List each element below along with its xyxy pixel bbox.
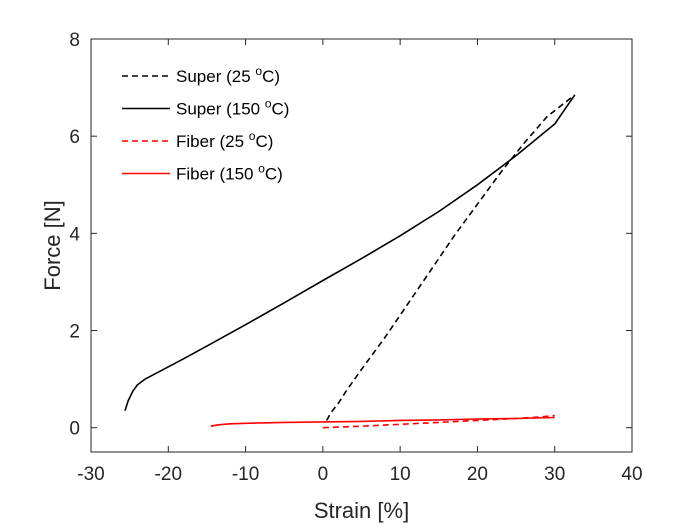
legend-label-superscript: o <box>265 97 272 111</box>
y-tick-label: 6 <box>69 127 80 148</box>
legend-label-superscript: o <box>249 129 256 143</box>
legend-label-text: Fiber (150 <box>176 165 258 184</box>
y-tick-label: 8 <box>69 30 80 51</box>
legend-label-unit: C) <box>255 132 273 151</box>
legend-label-unit: C) <box>262 67 280 86</box>
x-tick-label: 40 <box>621 464 642 485</box>
legend-label-4: Fiber (150 oC) <box>176 162 283 184</box>
x-tick-label: 10 <box>390 464 411 485</box>
x-tick-label: -30 <box>77 464 104 485</box>
x-tick-label: -20 <box>155 464 182 485</box>
x-tick-label: 0 <box>318 464 329 485</box>
x-tick-label: 30 <box>544 464 565 485</box>
legend-label-superscript: o <box>255 64 262 78</box>
series-line-4 <box>210 416 555 427</box>
legend-label-2: Super (150 oC) <box>176 97 289 119</box>
x-tick-label: 20 <box>467 464 488 485</box>
axes-box <box>90 38 633 453</box>
legend: Super (25 oC)Super (150 oC)Fiber (25 oC)… <box>122 64 289 184</box>
legend-label-text: Fiber (25 <box>176 132 249 151</box>
plot-area <box>91 39 632 452</box>
y-tick-label: 0 <box>69 419 80 440</box>
legend-label-superscript: o <box>258 162 265 176</box>
legend-label-unit: C) <box>272 100 290 119</box>
y-tick-label: 2 <box>69 322 80 343</box>
series-line-2 <box>124 94 576 411</box>
legend-label-text: Super (25 <box>176 67 255 86</box>
legend-label-text: Super (150 <box>176 100 265 119</box>
series-line-1 <box>325 94 576 421</box>
legend-label-unit: C) <box>265 165 283 184</box>
axes-layer: -30 -20 -10 0 10 20 30 40 0 2 4 6 8 <box>69 30 642 485</box>
legend-label-1: Super (25 oC) <box>176 64 280 86</box>
x-axis-label: Strain [%] <box>314 498 409 523</box>
legend-label-3: Fiber (25 oC) <box>176 129 273 151</box>
x-tick-label: -10 <box>232 464 259 485</box>
series-layer <box>124 94 576 429</box>
y-tick-label: 4 <box>69 224 80 245</box>
y-axis-label: Force [N] <box>40 200 65 290</box>
